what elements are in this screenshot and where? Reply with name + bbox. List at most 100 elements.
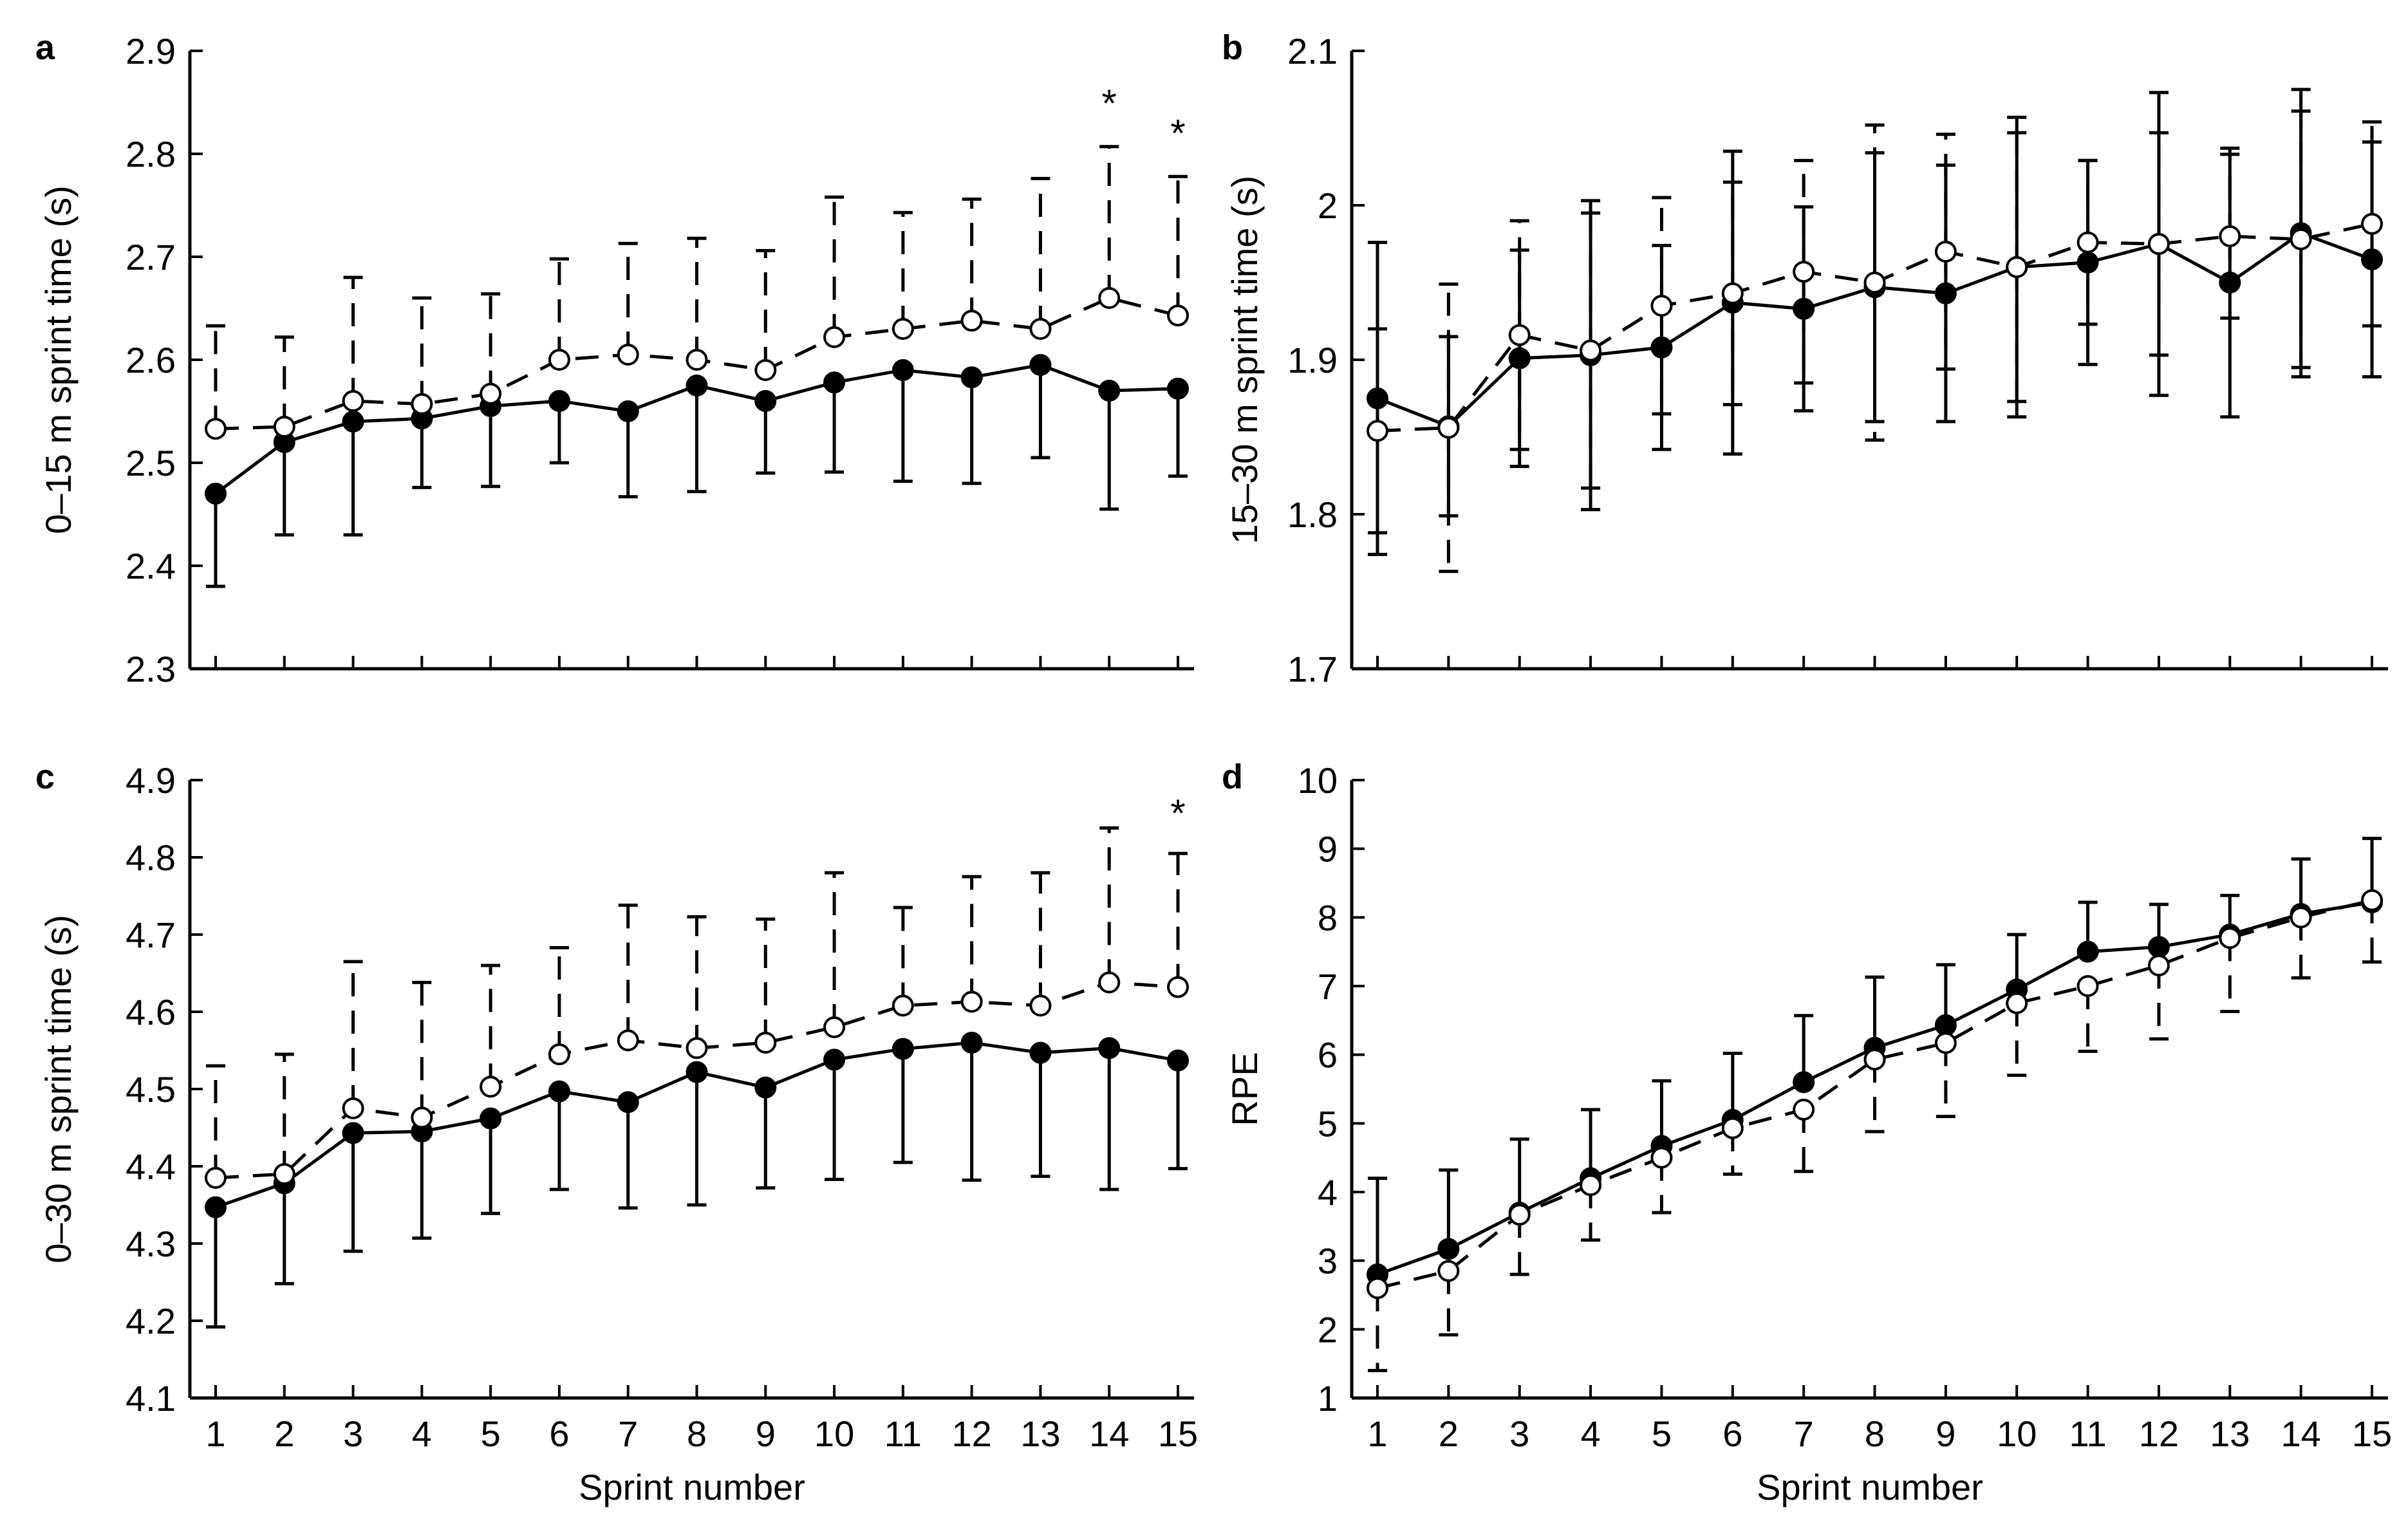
open-point: [273, 1163, 295, 1185]
x-tick-label: 3: [343, 1413, 363, 1454]
x-tick-label: 1: [1367, 1413, 1387, 1454]
x-tick-label: 14: [2281, 1413, 2320, 1454]
open-point: [2147, 955, 2170, 976]
y-tick-label: 1.7: [1287, 649, 1338, 689]
filled-point: [1098, 380, 1121, 402]
open-point: [205, 418, 227, 440]
x-tick-label: 9: [1936, 1413, 1955, 1454]
open-point: [2077, 975, 2099, 997]
open-point: [1437, 416, 1460, 439]
open-point: [823, 326, 846, 348]
y-tick-label: 6: [1318, 1035, 1338, 1076]
y-tick-label: 2.6: [126, 340, 176, 380]
significance-star: *: [1170, 792, 1185, 835]
filled-point: [1029, 354, 1052, 376]
filled-point: [205, 483, 227, 505]
y-tick-label: 9: [1318, 829, 1338, 870]
y-tick-label: 2: [1318, 1309, 1338, 1350]
open-point: [1721, 282, 1744, 304]
open-point: [1029, 318, 1052, 340]
open-point: [1863, 272, 1886, 293]
open-point: [617, 344, 639, 366]
filled-point: [1934, 282, 1957, 304]
open-point: [2006, 256, 2028, 278]
filled-point: [2077, 251, 2099, 274]
filled-point: [754, 390, 777, 412]
y-axis-label: 0–30 m sprint time (s): [38, 915, 79, 1263]
x-axis-label: Sprint number: [1757, 1467, 1983, 1507]
open-point: [411, 1106, 433, 1129]
filled-point: [960, 1032, 983, 1054]
filled-point: [1650, 336, 1673, 359]
filled-point: [1167, 1049, 1189, 1072]
y-tick-label: 4: [1318, 1172, 1338, 1213]
y-tick-label: 5: [1318, 1103, 1338, 1144]
open-point: [480, 1076, 502, 1098]
y-tick-label: 2.7: [126, 237, 176, 277]
x-tick-label: 13: [1020, 1413, 1060, 1454]
open-point: [754, 1032, 777, 1054]
x-tick-label: 13: [2210, 1413, 2250, 1454]
y-tick-label: 4.7: [126, 915, 176, 955]
filled-point: [686, 375, 708, 396]
y-tick-label: 4.5: [126, 1069, 176, 1110]
panel-letter: c: [35, 758, 55, 796]
open-point: [823, 1016, 846, 1038]
open-point: [891, 994, 914, 1017]
y-tick-label: 7: [1318, 966, 1338, 1007]
x-tick-label: 6: [549, 1413, 569, 1454]
x-tick-label: 2: [1439, 1413, 1459, 1454]
x-tick-label: 1: [205, 1413, 225, 1454]
y-tick-label: 2.3: [126, 649, 176, 689]
x-tick-label: 12: [2139, 1413, 2179, 1454]
filled-point: [342, 1122, 364, 1144]
x-tick-label: 4: [412, 1413, 432, 1454]
open-point: [1098, 971, 1121, 994]
filled-point: [2147, 936, 2170, 958]
filled-point: [960, 366, 983, 389]
filled-point: [1934, 1014, 1957, 1036]
y-axis-label: RPE: [1224, 1052, 1265, 1126]
open-point: [548, 349, 570, 371]
x-tick-label: 6: [1722, 1413, 1742, 1454]
x-tick-label: 11: [2069, 1413, 2107, 1454]
x-tick-label: 10: [814, 1413, 854, 1454]
open-point: [1029, 994, 1052, 1017]
open-point: [1167, 304, 1189, 327]
open-point: [1650, 295, 1673, 317]
filled-point: [891, 1038, 914, 1060]
panel-letter: d: [1222, 758, 1243, 796]
open-point: [686, 349, 708, 371]
filled-point: [2077, 940, 2099, 963]
filled-point: [205, 1196, 227, 1218]
filled-point: [1367, 387, 1388, 409]
filled-point: [1508, 347, 1531, 369]
y-axis-label: 15–30 m sprint time (s): [1224, 176, 1265, 545]
x-tick-label: 8: [687, 1413, 707, 1454]
y-axis-label: 0–15 m sprint time (s): [38, 185, 79, 534]
y-tick-label: 4.8: [126, 837, 176, 878]
open-point: [1793, 261, 1815, 283]
x-tick-label: 7: [1794, 1413, 1814, 1454]
open-point: [1167, 976, 1189, 998]
open-point: [754, 359, 777, 381]
x-tick-label: 9: [756, 1413, 776, 1454]
filled-point: [548, 390, 570, 412]
x-axis-label: Sprint number: [579, 1467, 805, 1507]
y-tick-label: 4.3: [126, 1224, 176, 1264]
x-tick-label: 11: [884, 1413, 922, 1454]
open-point: [2147, 233, 2170, 255]
filled-point: [2361, 248, 2383, 270]
open-point: [342, 390, 364, 412]
x-tick-label: 2: [274, 1413, 294, 1454]
panel-b: b 1.7 1.8 1.9 2 2.1 15–30 m sprint time (s): [1222, 28, 2388, 689]
significance-star: *: [1102, 82, 1117, 125]
open-point: [960, 991, 983, 1013]
open-point: [1650, 1146, 1673, 1169]
y-tick-label: 1.8: [1287, 494, 1338, 535]
open-point: [1580, 339, 1602, 362]
panel-letter: a: [35, 28, 55, 67]
open-point: [1934, 1032, 1957, 1054]
filled-point: [891, 359, 914, 381]
